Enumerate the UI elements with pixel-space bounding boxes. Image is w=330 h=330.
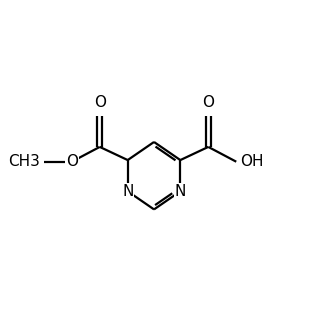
Text: OH: OH — [240, 154, 264, 169]
Text: N: N — [175, 184, 186, 199]
Text: CH3: CH3 — [8, 154, 40, 169]
Text: O: O — [66, 154, 78, 169]
Text: O: O — [202, 95, 214, 110]
Text: O: O — [94, 95, 106, 110]
Text: N: N — [122, 184, 133, 199]
